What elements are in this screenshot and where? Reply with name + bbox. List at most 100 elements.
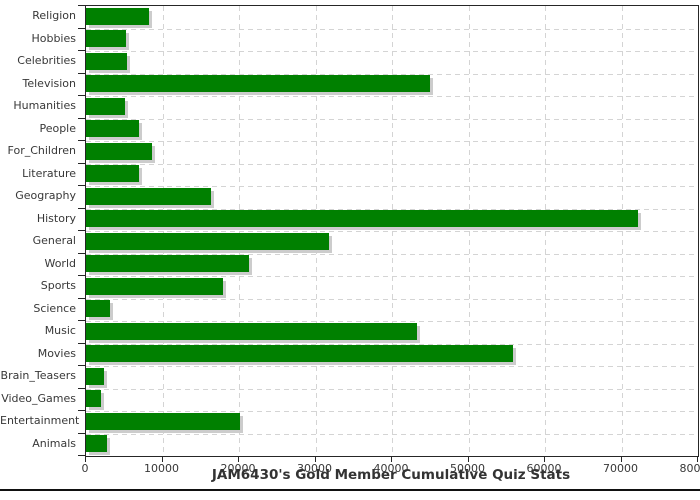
x-tick-label-30000: 30000 (297, 462, 332, 475)
bar-religion (86, 7, 149, 25)
y-tick-14 (78, 320, 85, 321)
x-tick-30000 (314, 456, 316, 462)
bar-history (86, 210, 639, 228)
bar-celebrities (86, 52, 128, 70)
y-tick-7 (78, 163, 85, 164)
bar-people (86, 120, 139, 138)
y-tick-17 (78, 388, 85, 389)
x-tick-label-70000: 70000 (603, 462, 638, 475)
category-label-science: Science (33, 301, 76, 315)
category-label-world: World (44, 256, 76, 270)
bar-music (86, 322, 418, 340)
y-tick-6 (78, 140, 85, 141)
chart-title: JAM6430's Gold Member Cumulative Quiz St… (211, 467, 571, 483)
bar-literature (86, 165, 139, 183)
y-tick-1 (78, 28, 85, 29)
x-tick-50000 (467, 456, 469, 462)
bar-sports (86, 277, 223, 295)
category-label-sports: Sports (40, 279, 76, 293)
bar-animals (86, 435, 107, 453)
y-tick-0 (78, 5, 85, 6)
category-label-hobbies: Hobbies (31, 31, 76, 45)
x-tick-label-50000: 50000 (450, 462, 485, 475)
gridline-horizontal-3 (86, 74, 698, 75)
bar-general (86, 232, 330, 250)
gridline-horizontal-4 (86, 96, 698, 97)
bar-science (86, 300, 111, 318)
bar-movies (86, 345, 513, 363)
x-tick-label-0: 0 (81, 462, 89, 475)
x-tick-label-10000: 10000 (144, 462, 179, 475)
x-tick-20000 (238, 456, 239, 462)
category-label-entertainment: Entertainment (0, 414, 80, 428)
category-label-animals: Animals (32, 436, 76, 450)
gridline-horizontal-18 (86, 411, 698, 412)
bar-entertainment (86, 412, 240, 430)
x-tick-label-20000: 20000 (220, 462, 256, 475)
gridline-horizontal-1 (86, 29, 698, 30)
gridline-horizontal-10 (86, 231, 698, 232)
plot-area (85, 5, 699, 457)
bar-television (86, 75, 431, 93)
x-tick-10000 (161, 456, 163, 462)
bar-world (86, 255, 249, 273)
x-tick-80000 (697, 456, 698, 462)
category-label-religion: Religion (32, 9, 76, 23)
category-label-movies: Movies (37, 346, 76, 360)
gridline-horizontal-16 (86, 366, 698, 367)
y-tick-13 (78, 298, 85, 299)
x-tick-60000 (544, 456, 545, 462)
bar-hobbies (86, 30, 126, 48)
y-tick-2 (78, 50, 85, 51)
category-label-celebrities: Celebrities (17, 54, 76, 68)
bar-video-games (86, 390, 101, 408)
category-label-literature: Literature (22, 166, 76, 180)
category-label-history: History (36, 211, 76, 225)
y-tick-20 (78, 455, 85, 456)
gridline-horizontal-12 (86, 276, 698, 277)
x-tick-70000 (620, 456, 622, 462)
gridline-horizontal-17 (86, 389, 698, 390)
y-tick-19 (78, 433, 85, 434)
bar-geography (86, 187, 211, 205)
gridline-horizontal-11 (86, 254, 698, 255)
y-tick-9 (78, 208, 85, 209)
gridline-horizontal-13 (86, 299, 698, 300)
gridline-horizontal-7 (86, 164, 698, 165)
y-tick-5 (78, 118, 85, 119)
gridline-horizontal-15 (86, 344, 698, 345)
gridline-horizontal-19 (86, 434, 698, 435)
y-tick-8 (78, 185, 85, 186)
y-tick-12 (78, 275, 85, 276)
gridline-horizontal-8 (86, 186, 698, 187)
category-label-people: People (39, 121, 76, 135)
category-label-brain-teasers: Brain_Teasers (0, 369, 76, 383)
category-label-humanities: Humanities (13, 99, 76, 113)
gridline-horizontal-9 (86, 209, 698, 210)
gridline-horizontal-2 (86, 51, 698, 52)
bar-brain-teasers (86, 367, 105, 385)
y-tick-18 (78, 410, 85, 411)
y-tick-15 (78, 343, 85, 344)
y-tick-16 (78, 365, 85, 366)
category-label-video-games: Video_Games (1, 391, 76, 405)
bar-humanities (86, 97, 125, 115)
bar-for-children (86, 142, 152, 160)
x-tick-0 (85, 456, 86, 462)
category-label-geography: Geography (15, 189, 76, 203)
y-tick-10 (78, 230, 85, 231)
y-tick-4 (78, 95, 85, 96)
y-tick-3 (78, 73, 85, 74)
x-tick-label-80000: 80000 (679, 462, 700, 475)
category-label-for-children: For_Children (7, 144, 76, 158)
y-tick-11 (78, 253, 85, 254)
x-tick-label-60000: 60000 (526, 462, 562, 475)
category-label-television: Television (22, 76, 77, 90)
bottom-border-line (0, 489, 700, 491)
gridline-horizontal-5 (86, 119, 698, 120)
category-label-music: Music (44, 324, 76, 338)
gridline-horizontal-14 (86, 321, 698, 322)
gridline-horizontal-6 (86, 141, 698, 142)
category-label-general: General (32, 234, 76, 248)
